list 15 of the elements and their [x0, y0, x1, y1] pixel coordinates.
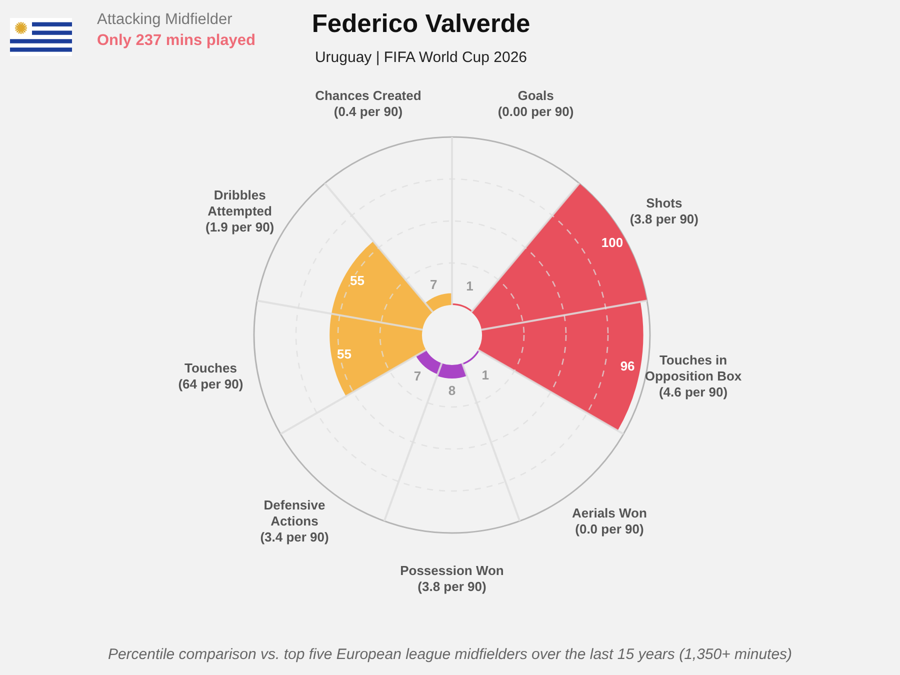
- category-label: Touches in Opposition Box (4.6 per 90): [644, 352, 742, 400]
- text: Only 237 mins played: [97, 32, 256, 49]
- category-label: Touches (64 per 90): [178, 360, 244, 392]
- text: Federico Valverde: [312, 10, 530, 38]
- category-label: Goals (0.00 per 90): [498, 88, 574, 120]
- category-label: Defensive Actions (3.4 per 90): [260, 498, 329, 546]
- text: Uruguay | FIFA World Cup 2026: [314, 49, 528, 66]
- category-label: Possession Won (3.8 per 90): [400, 563, 504, 594]
- data-label: 96: [620, 358, 635, 374]
- text: Percentile comparison vs. top five European league midfielders over the last 15 years (1,350+ minutes): [108, 646, 792, 663]
- category-label: Shots (3.8 per 90): [630, 196, 699, 227]
- category-label: Aerials Won (0.0 per 90): [572, 506, 647, 538]
- text: Attacking Midfielder: [97, 11, 232, 28]
- category-label: Dribbles Attempted (1.9 per 90): [205, 188, 274, 235]
- category-label: Chances Created (0.4 per 90): [315, 88, 422, 120]
